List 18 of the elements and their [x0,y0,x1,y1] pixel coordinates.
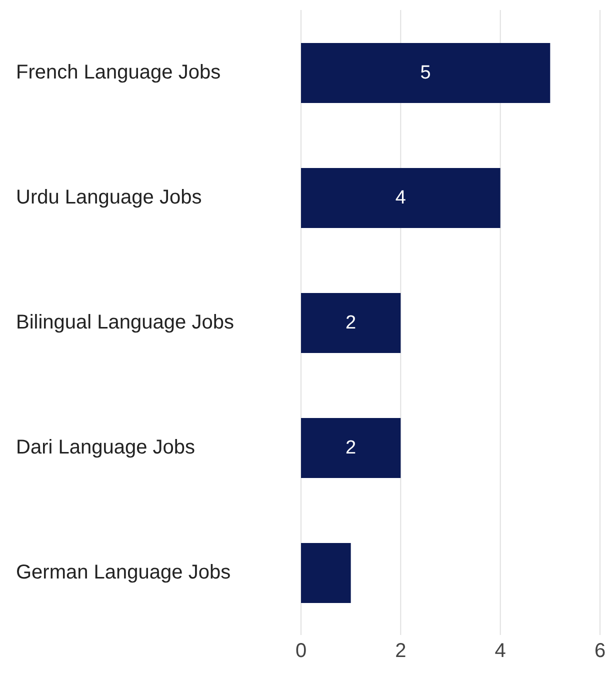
bar [301,43,550,103]
x-tick-label: 2 [395,640,406,662]
bar [301,543,351,603]
x-tick-label: 4 [494,640,506,662]
y-tick-label: Dari Language Jobs [16,436,196,458]
data-label: 2 [346,438,356,458]
y-tick-label: French Language Jobs [16,62,221,84]
data-label: 5 [420,62,431,84]
bar [301,293,401,353]
y-tick-label: Urdu Language Jobs [16,186,202,208]
bar [301,418,401,478]
x-tick-label: 6 [594,640,606,662]
data-label: 2 [346,312,356,334]
y-tick-label: German Language Jobs [16,562,231,584]
x-tick-label: 0 [295,640,307,662]
bar [301,168,500,228]
data-label: 4 [395,188,406,208]
y-tick-label: Bilingual Language Jobs [16,312,234,334]
